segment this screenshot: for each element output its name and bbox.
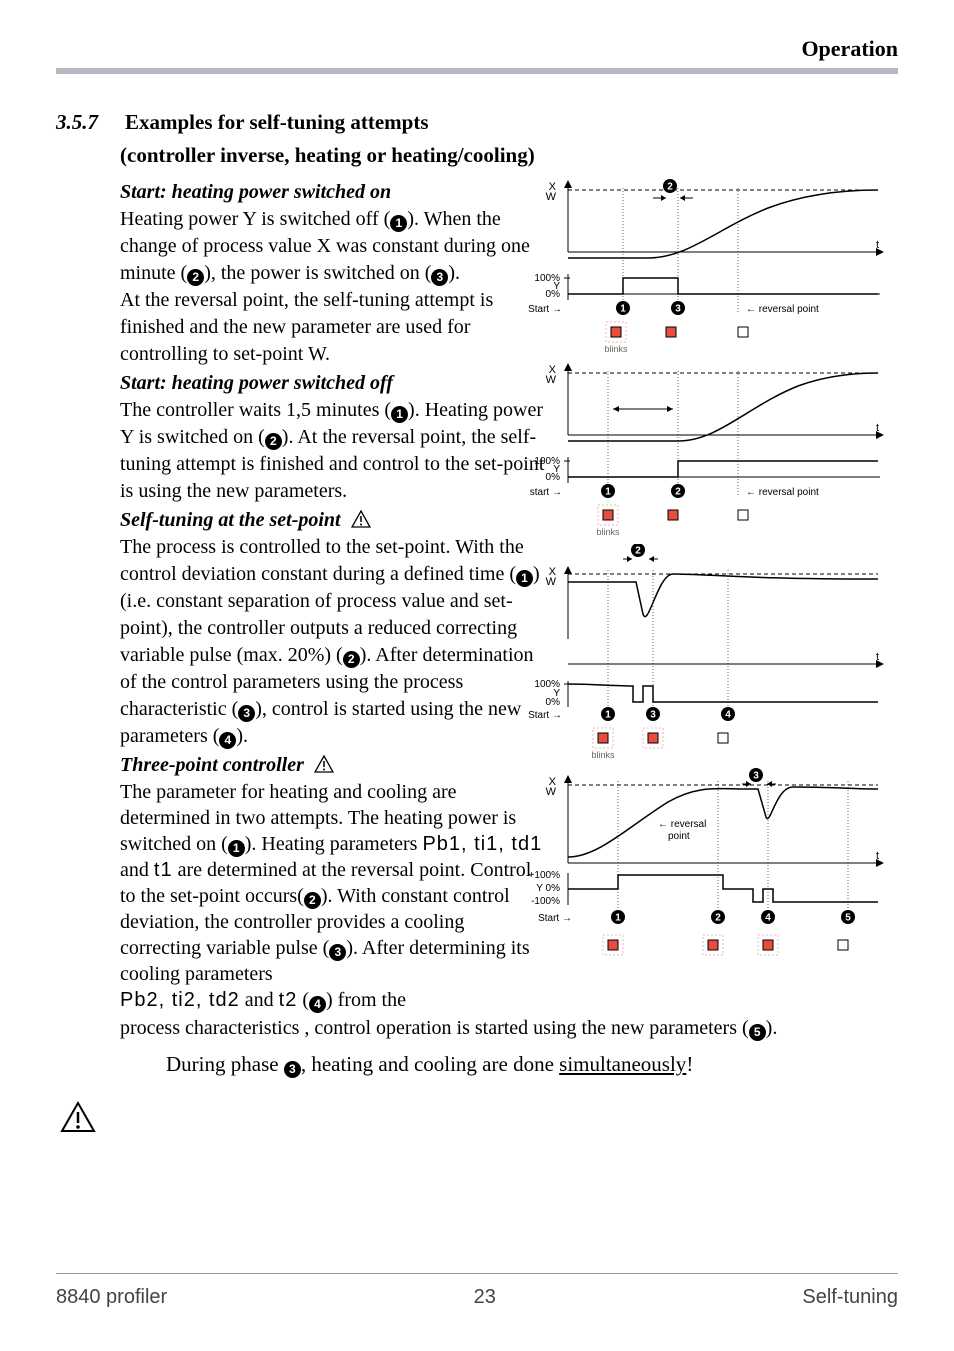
svg-text:4: 4: [725, 710, 731, 721]
svg-text:Start →: Start →: [538, 913, 572, 924]
block4-head: Three-point controller: [120, 752, 550, 779]
svg-text:W: W: [546, 191, 557, 203]
svg-text:0%: 0%: [546, 697, 561, 708]
block3-text: The process is controlled to the set-poi…: [120, 534, 550, 750]
figure-3: XWt100%Y0%2Start →134blinks: [508, 544, 900, 759]
svg-text:0%: 0%: [546, 472, 561, 483]
section-subtitle: (controller inverse, heating or heating/…: [120, 141, 898, 169]
svg-text:Start →: Start →: [528, 304, 562, 315]
footer-center: 23: [474, 1284, 496, 1311]
svg-text:1: 1: [605, 710, 611, 721]
svg-text:Y 0%: Y 0%: [536, 883, 560, 894]
svg-text:0%: 0%: [546, 289, 561, 300]
svg-text:-100%: -100%: [531, 896, 560, 907]
svg-text:blinks: blinks: [591, 750, 615, 759]
figure-4: XWt+100%Y 0%-100%← reversalpoint3Start →…: [508, 767, 900, 967]
svg-text:3: 3: [650, 710, 656, 721]
svg-text:Start →: Start →: [528, 710, 562, 721]
svg-text:1: 1: [620, 304, 626, 315]
svg-text:3: 3: [675, 304, 681, 315]
block3-head: Self-tuning at the set-point: [120, 507, 550, 534]
svg-text:blinks: blinks: [604, 344, 628, 353]
svg-text:point: point: [668, 831, 690, 842]
svg-text:t: t: [876, 239, 879, 251]
svg-text:W: W: [546, 374, 557, 386]
footer-right: Self-tuning: [802, 1284, 898, 1311]
footer-left: 8840 profiler: [56, 1284, 167, 1311]
svg-text:start →: start →: [530, 487, 562, 498]
figure-1: XWt100%Y0%Start →213← reversal pointblin…: [508, 178, 900, 353]
svg-text:4: 4: [765, 913, 771, 924]
svg-text:2: 2: [675, 487, 681, 498]
svg-text:1: 1: [615, 913, 621, 924]
svg-text:t: t: [876, 850, 879, 862]
warning-icon: [314, 755, 334, 773]
warning-icon: [351, 510, 371, 528]
svg-text:1: 1: [605, 487, 611, 498]
header-rule: [56, 68, 898, 74]
svg-text:t: t: [876, 422, 879, 434]
page-header: Operation: [801, 36, 898, 61]
svg-text:3: 3: [753, 771, 759, 782]
svg-text:5: 5: [845, 913, 851, 924]
section-title: Examples for self-tuning attempts: [125, 108, 429, 136]
section-number: 3.5.7: [56, 108, 120, 136]
figures-column: XWt100%Y0%Start →213← reversal pointblin…: [508, 178, 900, 975]
block2-head: Start: heating power switched off: [120, 370, 550, 397]
figure-2: XWt100%Y0%start →12← reversal pointblink…: [508, 361, 900, 536]
bottom-note: During phase 3, heating and cooling are …: [166, 1050, 946, 1078]
svg-text:blinks: blinks: [596, 527, 620, 536]
svg-text:W: W: [546, 786, 557, 798]
block2-text: The controller waits 1,5 minutes (1). He…: [120, 397, 550, 505]
block1-head: Start: heating power switched on: [120, 179, 550, 206]
block4-text-full: process characteristics , control operat…: [120, 1015, 950, 1042]
svg-text:← reversal: ← reversal: [658, 819, 706, 830]
block4-text: The parameter for heating and cooling ar…: [120, 779, 550, 1013]
svg-text:← reversal point: ← reversal point: [746, 487, 819, 498]
svg-text:t: t: [876, 651, 879, 663]
warning-icon-large: [60, 1101, 96, 1133]
svg-text:2: 2: [635, 546, 641, 557]
svg-text:← reversal point: ← reversal point: [746, 304, 819, 315]
svg-text:+100%: +100%: [529, 870, 561, 881]
svg-text:W: W: [546, 576, 557, 588]
svg-text:2: 2: [715, 913, 721, 924]
svg-text:2: 2: [667, 182, 673, 193]
block1-text: Heating power Y is switched off (1). Whe…: [120, 206, 550, 368]
page-footer: 8840 profiler 23 Self-tuning: [56, 1273, 898, 1311]
